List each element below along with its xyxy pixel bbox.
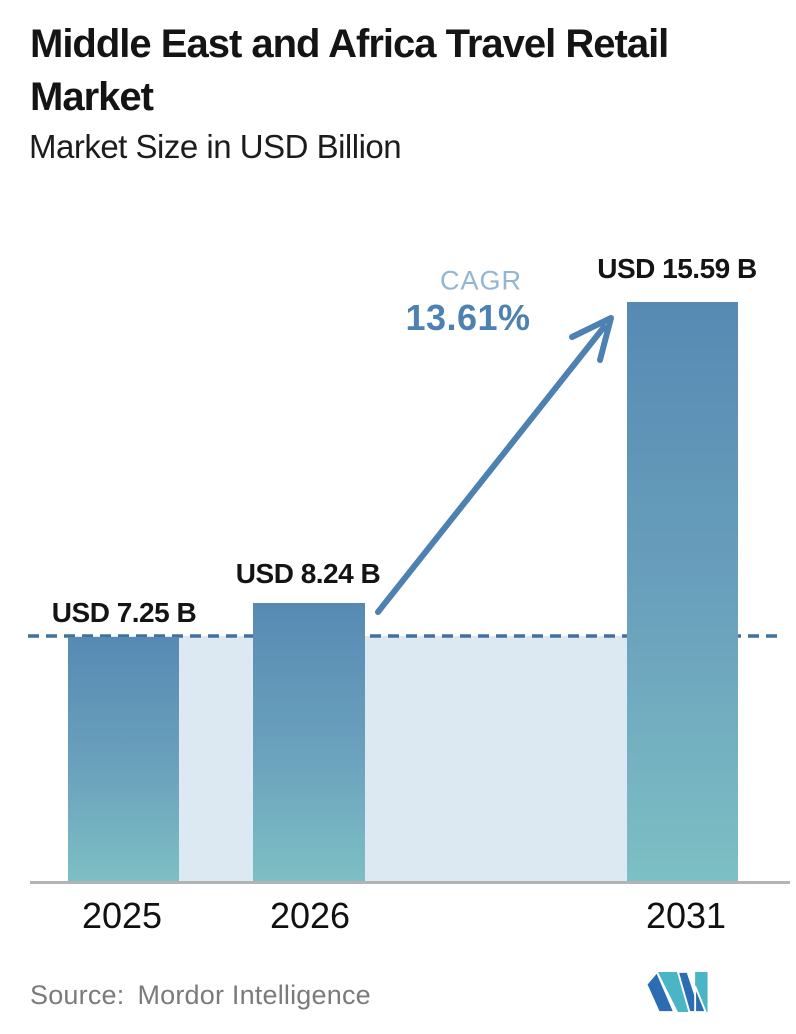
value-label-2025: USD 7.25 B [51,597,197,628]
x-axis-line [30,881,790,884]
cagr-label: CAGR [439,265,523,296]
x-tick-2025: 2025 [81,895,163,936]
x-tick-2031: 2031 [645,895,727,936]
value-label-2031: USD 15.59 B [597,253,757,284]
cagr-value: 13.61% [405,297,531,338]
bar-2025 [68,637,179,883]
source-name: Mordor Intelligence [137,980,371,1010]
x-tick-2026: 2026 [269,895,351,936]
chart-subtitle: Market Size in USD Billion [29,128,402,165]
mordor-intelligence-logo-icon [645,971,708,1013]
value-label-2026: USD 8.24 B [235,558,381,589]
chart-title: Middle East and Africa Travel Retail Mar… [30,22,669,119]
source-row: Source: Mordor Intelligence [30,980,371,1011]
source-label: Source: [30,980,125,1010]
bar-2031 [627,302,738,883]
bar-2026 [253,603,365,883]
